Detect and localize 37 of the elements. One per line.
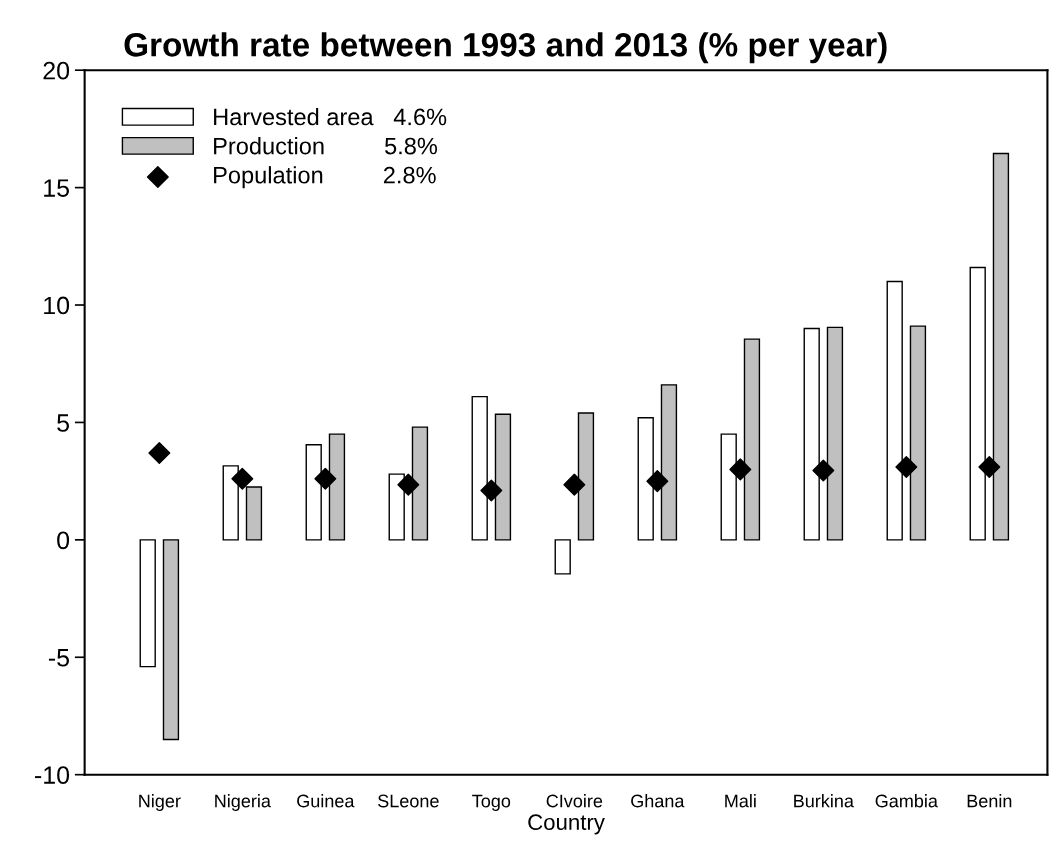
x-tick-label: Togo — [472, 794, 511, 811]
bar — [554, 539, 571, 575]
y-tick-label: 15 — [44, 179, 70, 197]
x-tick-label: Burkina — [794, 794, 854, 808]
x-tick-label: Nigeria — [215, 794, 271, 811]
x-tick-label: Ghana — [631, 794, 685, 808]
y-tick-label: -10 — [35, 766, 70, 784]
point — [563, 473, 586, 496]
x-tick-label: Benin — [967, 794, 1012, 808]
point — [480, 479, 503, 502]
legend-label: Population 2.8% — [214, 166, 436, 189]
point — [397, 473, 420, 496]
x-tick-label: SLeone — [378, 794, 439, 808]
point — [812, 459, 835, 482]
x-tick-label: Gambia — [875, 794, 938, 808]
y-tick-label: 20 — [43, 61, 70, 80]
y-tick-label: 0 — [57, 531, 70, 550]
x-tick-label: Guinea — [297, 794, 355, 808]
point — [729, 458, 752, 481]
bar — [162, 539, 180, 741]
x-axis-title: Country — [528, 814, 605, 835]
bar — [139, 539, 156, 668]
x-tick-label: Mali — [725, 794, 756, 808]
y-tick-label: 5 — [57, 414, 70, 432]
point — [148, 441, 171, 464]
x-tick-label: CIvoire — [546, 794, 603, 808]
legend-label: Production 5.8% — [214, 137, 438, 155]
point — [646, 470, 669, 493]
y-tick-label: -5 — [48, 649, 70, 667]
point — [895, 456, 918, 479]
legend-label: Harvested area 4.6% — [214, 107, 447, 126]
y-tick-label: 10 — [44, 296, 70, 315]
point — [231, 467, 254, 490]
x-tick-label: Niger — [139, 794, 181, 811]
chart-title: Growth rate between 1993 and 2013 (% per year) — [124, 32, 887, 64]
point — [978, 456, 1001, 479]
point — [314, 467, 337, 490]
